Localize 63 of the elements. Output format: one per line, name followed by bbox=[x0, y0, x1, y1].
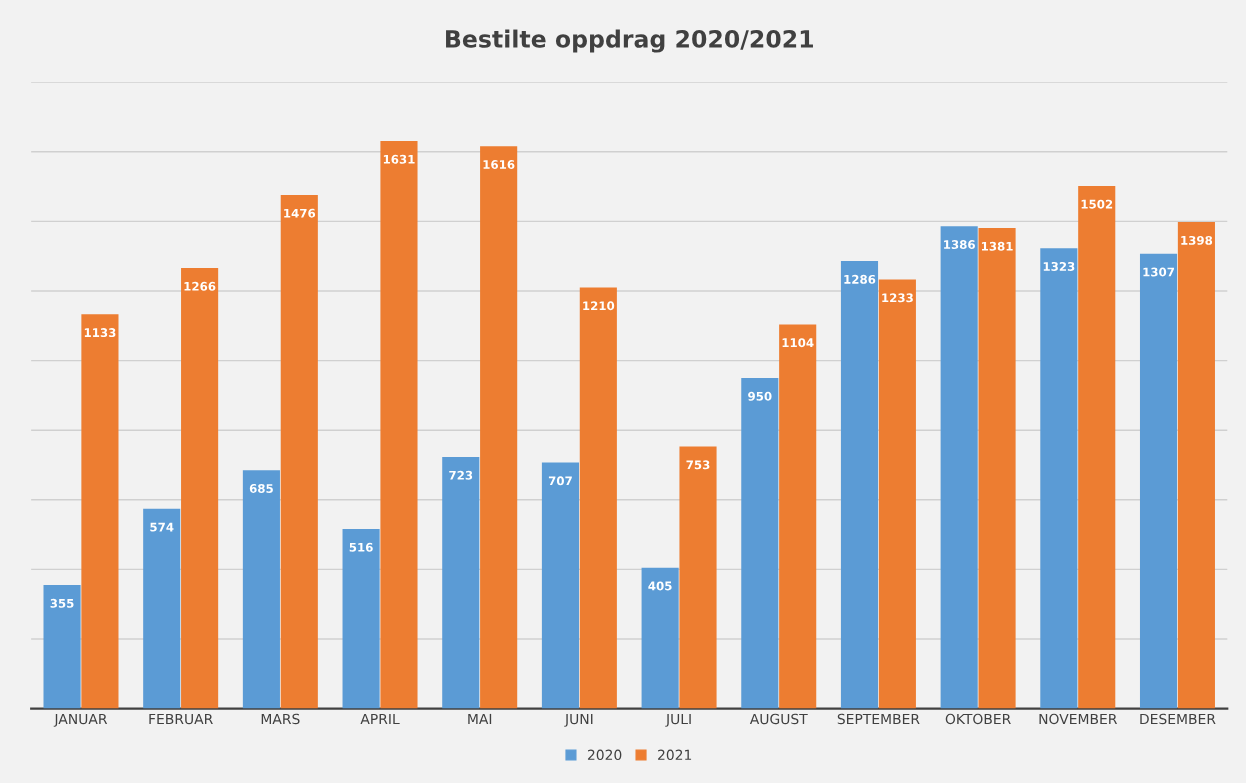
bar bbox=[242, 470, 280, 709]
bar bbox=[1177, 222, 1215, 709]
bar bbox=[342, 529, 380, 709]
bar bbox=[1139, 253, 1178, 709]
data-label: 1233 bbox=[882, 293, 913, 303]
bar bbox=[840, 261, 879, 709]
bar bbox=[541, 462, 580, 709]
data-label: 1210 bbox=[583, 301, 615, 311]
data-label: 405 bbox=[648, 581, 672, 591]
x-tick-label: DESEMBER bbox=[1140, 713, 1216, 725]
data-label: 707 bbox=[548, 476, 572, 486]
bar bbox=[940, 226, 978, 709]
bar bbox=[779, 324, 817, 709]
bar bbox=[1078, 185, 1116, 709]
data-label: 1266 bbox=[184, 281, 216, 291]
bar bbox=[679, 446, 717, 709]
x-tick-label: JUNI bbox=[564, 713, 593, 727]
x-tick-label: FEBRUAR bbox=[149, 713, 213, 725]
data-label: 516 bbox=[349, 542, 373, 552]
bar bbox=[480, 146, 518, 709]
legend-label: 2021 bbox=[658, 749, 692, 761]
bar bbox=[1040, 248, 1078, 709]
bar bbox=[641, 567, 679, 709]
data-label: 1631 bbox=[383, 154, 415, 164]
bar bbox=[579, 287, 617, 709]
bar bbox=[878, 279, 916, 709]
x-tick-label: SEPTEMBER bbox=[837, 713, 920, 725]
bar bbox=[380, 141, 418, 709]
data-label: 1307 bbox=[1143, 267, 1175, 277]
x-tick-label: NOVEMBER bbox=[1039, 713, 1118, 725]
bar bbox=[181, 268, 219, 709]
data-label: 950 bbox=[748, 391, 772, 401]
x-tick-label: JULI bbox=[665, 713, 691, 727]
x-tick-label: AUGUST bbox=[749, 713, 808, 725]
data-label: 1381 bbox=[981, 241, 1013, 251]
data-label: 574 bbox=[150, 522, 174, 532]
bar bbox=[81, 314, 119, 709]
data-label: 685 bbox=[249, 484, 273, 493]
x-tick-label: MAI bbox=[468, 713, 492, 725]
x-tick-label: MARS bbox=[261, 713, 300, 725]
data-label: 355 bbox=[50, 598, 74, 608]
data-label: 1502 bbox=[1081, 199, 1113, 209]
bar bbox=[43, 585, 81, 709]
data-label: 1104 bbox=[782, 338, 814, 348]
data-label: 1323 bbox=[1043, 261, 1075, 271]
data-label: 1286 bbox=[844, 274, 876, 284]
x-tick-label: JANUAR bbox=[53, 713, 108, 727]
data-label: 1476 bbox=[284, 208, 316, 218]
data-label: 723 bbox=[449, 470, 473, 480]
chart-title: Bestilte oppdrag 2020/2021 bbox=[446, 29, 813, 53]
legend-label: 2020 bbox=[587, 749, 622, 761]
data-label: 1398 bbox=[1181, 235, 1213, 245]
bar bbox=[280, 194, 318, 709]
bar bbox=[741, 378, 779, 709]
x-tick-label: APRIL bbox=[360, 713, 400, 725]
data-label: 1133 bbox=[84, 328, 116, 338]
bar bbox=[442, 457, 480, 709]
data-label: 753 bbox=[686, 460, 710, 470]
x-tick-label: OKTOBER bbox=[945, 713, 1011, 725]
data-label: 1616 bbox=[483, 160, 515, 169]
data-label: 1386 bbox=[944, 240, 975, 249]
bar bbox=[978, 228, 1016, 709]
bar bbox=[143, 508, 181, 709]
